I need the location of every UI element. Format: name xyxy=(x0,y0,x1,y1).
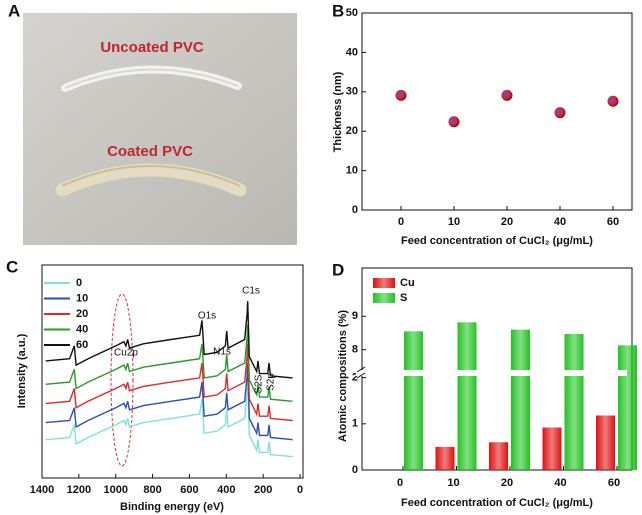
panel-label: B xyxy=(332,1,344,20)
bar xyxy=(596,415,615,470)
x-tick-label: 0 xyxy=(297,484,303,496)
x-tick-label: 20 xyxy=(501,216,513,228)
legend-swatch xyxy=(373,293,395,303)
bar xyxy=(618,345,637,470)
panel-label: D xyxy=(332,260,344,279)
legend-swatch xyxy=(373,278,395,288)
break-mark xyxy=(356,372,366,379)
y-tick-label: 0 xyxy=(352,204,358,216)
photo-annotation: Uncoated PVC xyxy=(100,39,204,56)
x-tick-label: 20 xyxy=(501,477,513,489)
legend-label: S xyxy=(400,292,407,304)
bar xyxy=(542,427,562,470)
axis-break xyxy=(356,370,627,376)
peak-annotation: O1s xyxy=(198,311,216,322)
y-tick-label: 9 xyxy=(352,310,358,322)
x-tick-label: 1200 xyxy=(67,484,91,496)
x-tick-label: 10 xyxy=(447,477,459,489)
x-tick-label: 10 xyxy=(448,216,460,228)
y-tick-label: 0 xyxy=(352,464,358,476)
y-tick-label: 20 xyxy=(346,125,358,137)
legend-label: 20 xyxy=(76,308,88,320)
tube-shade xyxy=(61,165,241,187)
data-point xyxy=(607,95,619,107)
x-tick-label: 1400 xyxy=(30,484,54,496)
coated-tube xyxy=(55,163,247,197)
spectrum-line xyxy=(45,324,293,402)
data-point xyxy=(554,107,566,119)
peak-annotation: S2S xyxy=(254,374,265,393)
x-axis-label: Binding energy (eV) xyxy=(120,501,224,513)
legend-label: 10 xyxy=(76,292,88,304)
y-tick-label: 1 xyxy=(352,418,358,430)
y-tick-label: 40 xyxy=(346,46,358,58)
x-tick-label: 60 xyxy=(607,216,619,228)
y-axis-label: Thickness (nm) xyxy=(332,71,344,152)
data-point xyxy=(501,89,513,101)
x-tick-label: 400 xyxy=(217,484,235,496)
x-tick-label: 40 xyxy=(554,216,566,228)
x-tick-label: 40 xyxy=(554,477,566,489)
cu2p-highlight xyxy=(110,293,134,467)
legend-label: Cu xyxy=(400,277,415,289)
y-tick-label: 2 xyxy=(352,372,358,384)
y-tick-label: 8 xyxy=(352,344,358,356)
x-tick-label: 60 xyxy=(608,477,620,489)
y-tick-label: 10 xyxy=(346,165,358,177)
spectrum-line xyxy=(45,379,293,458)
x-tick-label: 0 xyxy=(397,477,403,489)
y-axis-label: Atomic compositions (%) xyxy=(337,310,349,442)
bar xyxy=(564,334,584,470)
panel-label: C xyxy=(6,257,18,276)
x-axis-label: Feed concentration of CuCl₂ (μg/mL) xyxy=(401,497,593,509)
legend-label: 40 xyxy=(76,323,88,335)
peak-annotation: Cu2p xyxy=(114,348,138,359)
bar xyxy=(511,329,530,470)
bar xyxy=(489,442,508,470)
y-tick-label: 50 xyxy=(346,7,358,19)
peak-annotation: N1s xyxy=(213,347,231,358)
photo-annotation: Coated PVC xyxy=(107,143,193,160)
spectrum-line xyxy=(45,362,293,441)
bar xyxy=(457,322,477,470)
legend-label: 0 xyxy=(76,277,82,289)
plot-frame xyxy=(361,12,633,211)
peak-annotation: C1s xyxy=(242,286,260,297)
photo xyxy=(23,13,297,245)
x-tick-label: 200 xyxy=(254,484,272,496)
x-tick-label: 1000 xyxy=(103,484,127,496)
y-tick-label: 30 xyxy=(346,86,358,98)
spectrum-line xyxy=(45,343,293,422)
x-axis-label: Feed concentration of CuCl₂ (μg/mL) xyxy=(401,235,593,247)
data-point xyxy=(395,89,407,101)
panel-label: A xyxy=(8,1,20,20)
bar xyxy=(435,446,455,470)
plot-frame xyxy=(41,264,304,479)
tube-shade xyxy=(64,68,239,89)
x-tick-label: 0 xyxy=(398,216,404,228)
legend-label: 60 xyxy=(76,339,88,351)
x-tick-label: 600 xyxy=(180,484,198,496)
break-mark xyxy=(356,366,366,373)
spectrum-line xyxy=(45,301,293,379)
peak-annotation: S2p xyxy=(266,373,277,391)
bar xyxy=(404,331,423,470)
y-axis-label: Intensity (a.u.) xyxy=(16,333,28,408)
x-tick-label: 800 xyxy=(143,484,161,496)
data-point xyxy=(448,116,460,128)
